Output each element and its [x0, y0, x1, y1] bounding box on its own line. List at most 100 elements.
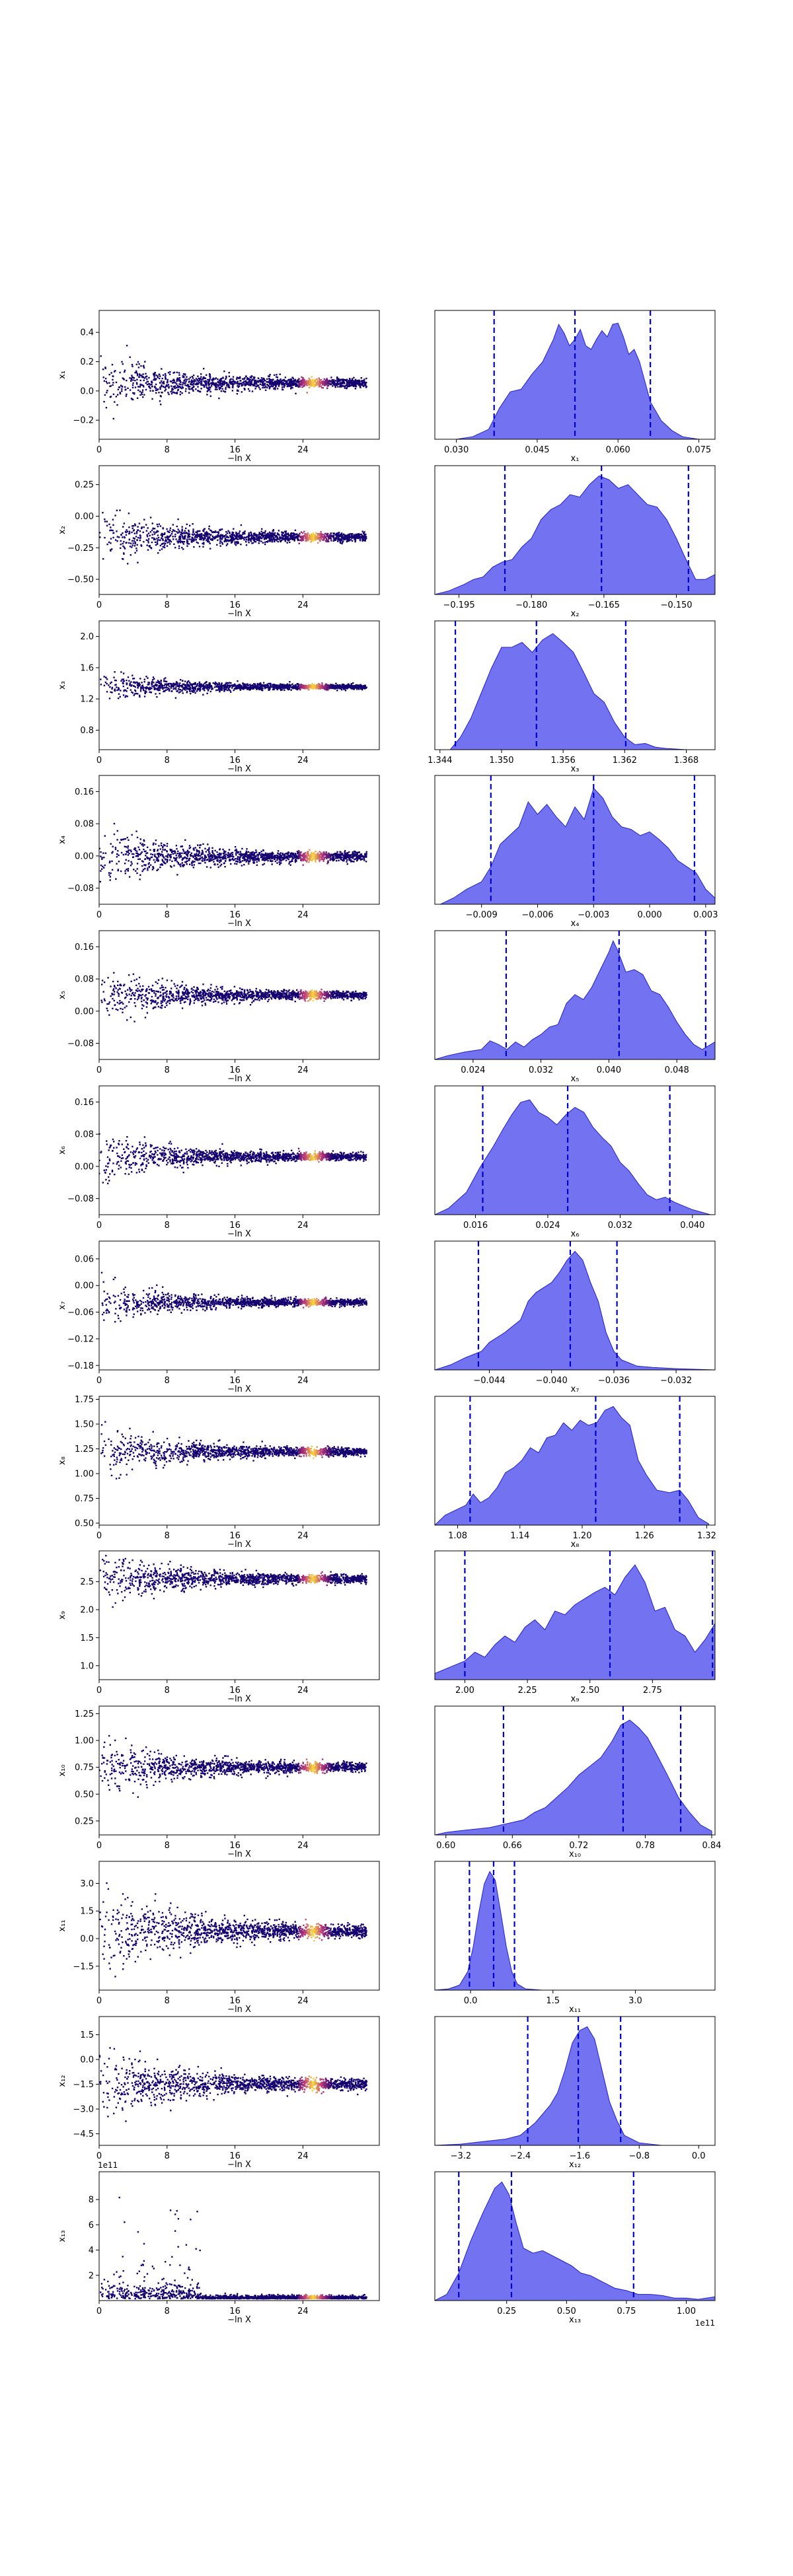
scatter-point [225, 687, 227, 690]
scatter-point [168, 540, 170, 542]
scatter-point [167, 682, 170, 685]
scatter-point [342, 687, 344, 689]
scatter-point [163, 685, 165, 687]
scatter-point [344, 538, 346, 540]
scatter-point [274, 374, 276, 376]
scatter-point [213, 384, 215, 386]
scatter-point [219, 691, 221, 693]
scatter-point [328, 685, 331, 687]
scatter-point [124, 371, 126, 373]
scatter-point [304, 688, 306, 690]
scatter-point [192, 686, 194, 689]
scatter-point [324, 532, 326, 534]
scatter-point [122, 672, 125, 674]
scatter-point [270, 382, 272, 385]
scatter-point [239, 382, 241, 384]
scatter-point [295, 392, 297, 394]
scatter-point [323, 384, 326, 386]
x-tick-label: 1.344 [428, 756, 452, 766]
scatter-point [242, 381, 244, 384]
scatter-point [345, 536, 347, 538]
scatter-point [254, 383, 256, 385]
scatter-point [239, 383, 241, 386]
scatter-point [336, 684, 338, 686]
scatter-point [274, 539, 276, 541]
scatter-point [354, 540, 356, 543]
scatter-point [261, 684, 263, 686]
scatter-point [311, 537, 313, 539]
scatter-point [321, 380, 323, 383]
scatter-point [294, 529, 297, 531]
scatter-point [326, 387, 328, 389]
scatter-point [156, 542, 159, 544]
scatter-point [359, 538, 361, 540]
scatter-point [180, 533, 182, 536]
scatter-point [301, 376, 303, 378]
scatter-point [312, 383, 314, 386]
scatter-point [341, 534, 343, 536]
scatter-point [209, 388, 211, 391]
scatter-point [188, 392, 190, 394]
scatter-point [192, 523, 194, 525]
scatter-point [281, 379, 283, 382]
scatter-point [352, 536, 355, 538]
scatter-point [302, 864, 304, 866]
scatter-point [210, 685, 212, 687]
scatter-point [198, 530, 200, 532]
scatter-point [104, 681, 107, 684]
scatter-point [163, 544, 166, 546]
scatter-point [251, 684, 254, 686]
scatter-point [194, 539, 196, 541]
scatter-point [139, 694, 141, 697]
scatter-point [139, 394, 141, 396]
scatter-point [181, 526, 183, 528]
scatter-point [354, 858, 356, 861]
scatter-point [122, 545, 124, 548]
scatter-point [159, 687, 161, 690]
scatter-point [136, 373, 139, 375]
y-tick-label: 2.0 [80, 632, 94, 642]
scatter-point [175, 857, 177, 859]
scatter-point [225, 534, 227, 536]
scatter-point [141, 391, 143, 393]
scatter-point [190, 379, 193, 381]
scatter-point [250, 376, 252, 378]
scatter-point [130, 377, 133, 380]
scatter-point [112, 375, 114, 377]
scatter-point [174, 546, 176, 549]
scatter-point [223, 370, 225, 373]
scatter-point [177, 532, 179, 534]
scatter-point [318, 377, 321, 379]
scatter-point [276, 388, 279, 390]
scatter-point [120, 671, 122, 673]
scatter-point [144, 858, 146, 860]
scatter-point [194, 383, 196, 385]
scatter-point [239, 534, 241, 536]
scatter-point [174, 392, 176, 394]
scatter-point [209, 853, 211, 855]
scatter-point [257, 377, 260, 380]
scatter-point [288, 687, 290, 690]
scatter-point [321, 685, 323, 687]
scatter-point [322, 380, 324, 382]
scatter-point [253, 852, 256, 854]
scatter-point [176, 378, 178, 381]
scatter-point [184, 390, 187, 392]
scatter-point [293, 384, 295, 386]
scatter-point [130, 689, 132, 691]
scatter-point [102, 376, 104, 378]
scatter-point [145, 530, 148, 532]
scatter-point [319, 860, 321, 863]
scatter-point [266, 384, 268, 386]
scatter-point [110, 549, 112, 551]
scatter-point [131, 375, 133, 376]
scatter-point [202, 539, 204, 541]
scatter-point [239, 377, 241, 379]
scatter-point [165, 536, 167, 538]
scatter-point [268, 686, 270, 688]
scatter-point [256, 384, 258, 386]
scatter-point [320, 385, 322, 388]
scatter-point [137, 693, 139, 695]
scatter-point [344, 690, 347, 692]
scatter-point [297, 534, 299, 537]
